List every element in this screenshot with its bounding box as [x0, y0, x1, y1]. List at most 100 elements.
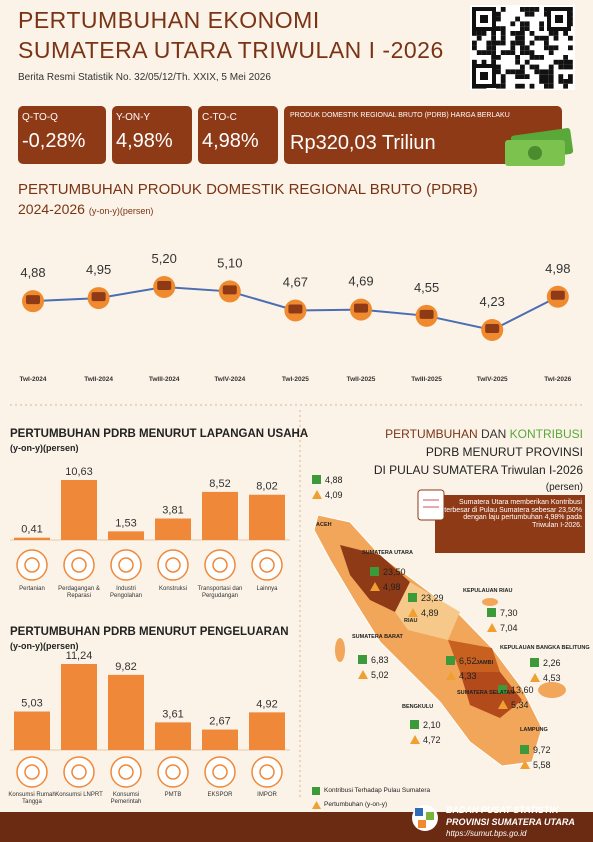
x-tick-label: TwII-2025	[347, 376, 376, 383]
qr-cell	[496, 69, 501, 75]
chart-subtitle: (y-on-y)(persen)	[10, 641, 79, 651]
growth-label: 4,53	[543, 673, 561, 683]
qr-cell	[529, 31, 535, 36]
province-name: LAMPUNG	[520, 727, 548, 733]
qr-cell	[500, 35, 506, 41]
qr-cell	[539, 74, 544, 79]
qr-cell	[491, 40, 496, 46]
x-tick-label: Industri Pengolahan	[109, 586, 143, 599]
qr-cell	[558, 64, 564, 70]
value-label: 4,95	[86, 262, 111, 277]
category-icon	[165, 764, 181, 780]
marker-chest	[91, 292, 106, 302]
marker-chest	[485, 324, 500, 333]
qr-cell	[553, 45, 559, 51]
map-note: Sumatera Utara memberikan Kontribusi ter…	[444, 499, 582, 530]
contribution-label: 13,60	[511, 685, 534, 695]
qr-cell	[548, 31, 554, 36]
qr-cell	[520, 69, 525, 75]
growth-marker	[370, 582, 380, 591]
qr-cell	[553, 31, 559, 36]
qr-cell	[496, 11, 501, 17]
qr-cell	[496, 55, 501, 60]
qr-cell	[529, 50, 535, 55]
chart-title: PERTUMBUHAN PRODUK DOMESTIK REGIONAL BRU…	[18, 181, 478, 198]
qr-cell	[486, 50, 492, 55]
value-label: 5,03	[21, 698, 42, 710]
growth-label: 4,98	[383, 582, 401, 592]
value-label: 4,23	[480, 294, 505, 309]
qr-cell	[481, 31, 487, 36]
kpi-box	[112, 106, 192, 164]
category-icon	[251, 756, 283, 788]
x-tick-label: Konsumsi LNPRT	[55, 792, 103, 798]
category-icon	[24, 764, 40, 780]
qr-cell	[568, 79, 573, 84]
legend-label: Pertumbuhan (y-on-y)	[324, 801, 388, 808]
kpi-label: PRODUK DOMESTIK REGIONAL BRUTO (PDRB) HA…	[290, 112, 510, 119]
qr-code	[470, 5, 575, 90]
kpi-label: Q-TO-Q	[22, 112, 58, 123]
x-tick-label: Pertanian	[19, 586, 45, 592]
qr-cell	[472, 40, 477, 46]
kpi-label: Y-ON-Y	[116, 112, 151, 123]
qr-cell	[553, 35, 559, 41]
marker-chest	[222, 285, 237, 295]
qr-cell	[500, 50, 506, 55]
growth-label: 5,02	[371, 670, 389, 680]
qr-cell	[534, 64, 540, 70]
qr-cell	[510, 69, 516, 75]
qr-cell	[544, 40, 549, 46]
province-name: KEPULAUAN BANGKA BELITUNG	[500, 645, 590, 651]
kpi-value: 4,98%	[202, 130, 259, 152]
x-tick-label: IMPOR	[257, 792, 277, 798]
province-name: SUMATERA BARAT	[352, 634, 403, 640]
qr-cell	[510, 40, 516, 46]
qr-cell	[505, 50, 511, 55]
footer-province: PROVINSI SUMATERA UTARA	[446, 817, 575, 827]
qr-cell	[548, 83, 554, 89]
province-name: SUMATERA UTARA	[362, 550, 413, 556]
value-label: 5,10	[217, 255, 242, 270]
marker-chest	[288, 304, 303, 314]
category-icon	[71, 557, 87, 573]
qr-cell	[558, 59, 564, 65]
value-label: 4,88	[20, 265, 45, 280]
qr-cell	[520, 83, 525, 89]
value-label: 0,41	[21, 524, 42, 536]
growth-marker	[520, 760, 530, 769]
contribution-label: 6,83	[371, 655, 389, 665]
qr-cell	[491, 59, 496, 65]
value-label: 8,02	[256, 481, 277, 493]
qr-cell	[553, 59, 559, 65]
qr-cell	[558, 79, 564, 84]
qr-cell	[500, 40, 506, 46]
category-icon	[259, 764, 275, 780]
province-name: SUMATERA SELATAN	[457, 690, 515, 696]
qr-cell	[520, 31, 525, 36]
bar	[249, 712, 285, 750]
x-tick-label: PMTB	[164, 792, 182, 798]
growth-label: 4,33	[459, 671, 477, 681]
qr-cell	[568, 64, 573, 70]
qr-cell	[548, 64, 554, 70]
bar	[249, 494, 285, 540]
x-tick-label: TwIII-2025	[411, 376, 442, 383]
qr-cell	[539, 26, 544, 31]
qr-cell	[520, 26, 525, 31]
x-tick-label: TwI-2024	[20, 376, 47, 383]
qr-cell	[539, 79, 544, 84]
qr-cell	[472, 45, 477, 51]
contribution-marker	[498, 685, 507, 694]
value-label: 4,55	[414, 280, 439, 295]
qr-cell	[510, 31, 516, 36]
qr-cell	[563, 64, 568, 70]
qr-cell	[500, 74, 506, 79]
qr-cell	[510, 21, 516, 27]
x-tick-label: Konsumsi Rumah Tangga	[8, 792, 56, 805]
bar	[155, 518, 191, 540]
qr-cell	[515, 35, 520, 41]
qr-cell	[500, 7, 506, 12]
qr-cell	[491, 50, 496, 55]
